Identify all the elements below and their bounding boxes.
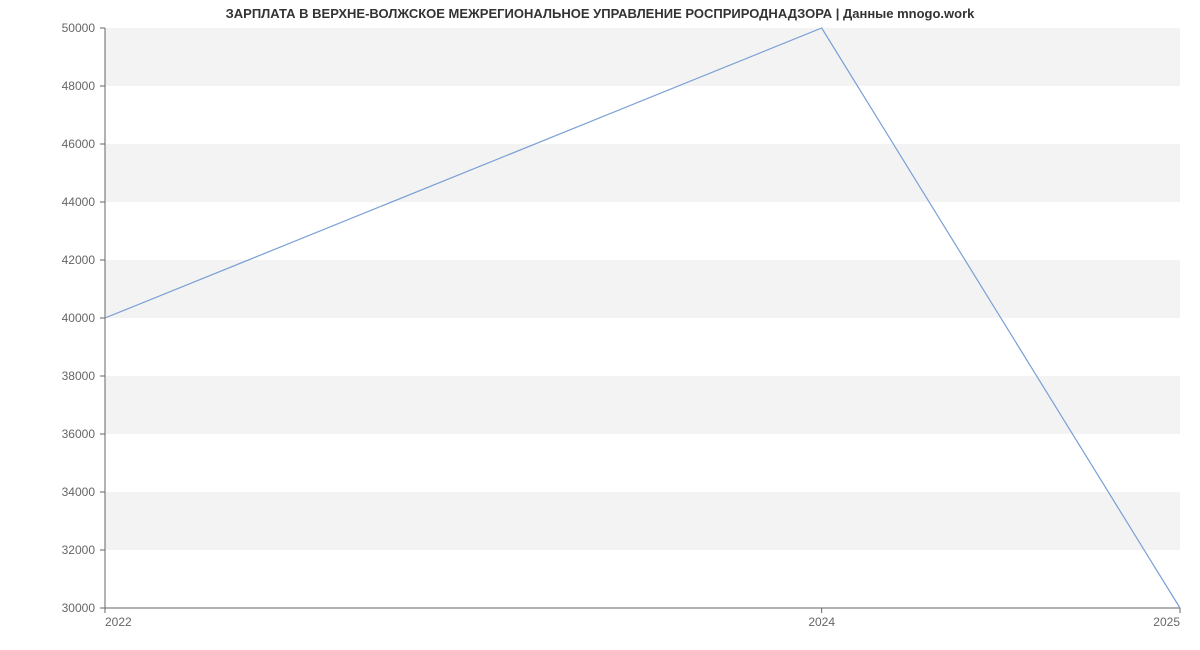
chart-svg: 30000 32000 34000 36000 38000 40000 42000 44000… (0, 0, 1200, 650)
y-tick-label: 48000 (62, 79, 96, 93)
x-tick-label: 2022 (105, 615, 132, 629)
chart-title: ЗАРПЛАТА В ВЕРХНЕ-ВОЛЖСКОЕ МЕЖРЕГИОНАЛЬН… (0, 6, 1200, 21)
y-tick-label: 36000 (62, 427, 96, 441)
y-tick-label: 34000 (62, 485, 96, 499)
salary-line-chart: ЗАРПЛАТА В ВЕРХНЕ-ВОЛЖСКОЕ МЕЖРЕГИОНАЛЬН… (0, 0, 1200, 650)
y-tick-label: 42000 (62, 253, 96, 267)
y-tick-label: 40000 (62, 311, 96, 325)
x-tick-label: 2024 (808, 615, 835, 629)
y-tick-label: 50000 (62, 21, 96, 35)
y-tick-label: 32000 (62, 543, 96, 557)
y-tick-label: 44000 (62, 195, 96, 209)
y-tick-label: 38000 (62, 369, 96, 383)
y-tick-label: 30000 (62, 601, 96, 615)
y-tick-label: 46000 (62, 137, 96, 151)
x-tick-label: 2025 (1153, 615, 1180, 629)
